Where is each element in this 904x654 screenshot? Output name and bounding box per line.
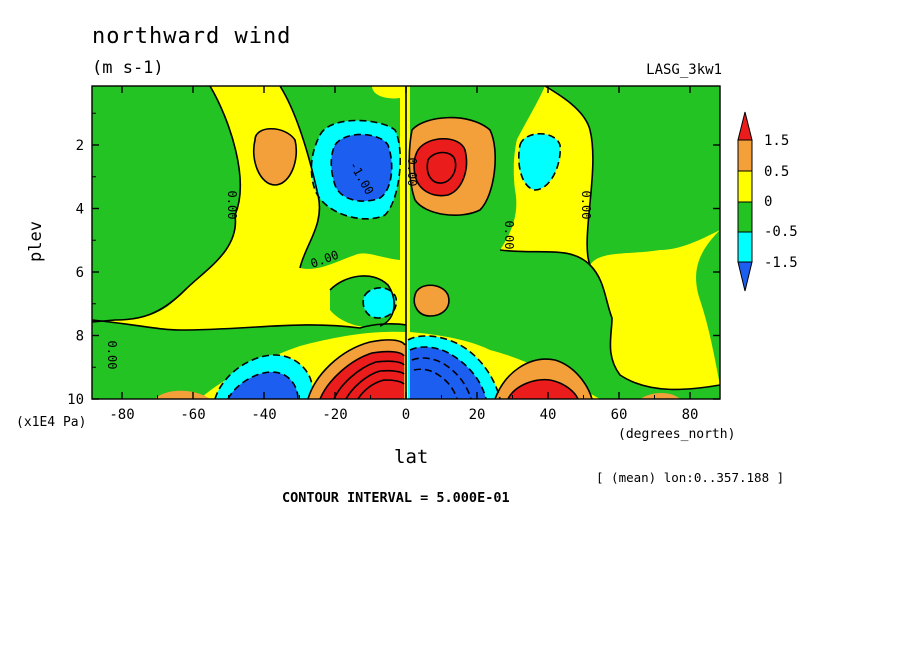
colorbar-label: -0.5 bbox=[764, 224, 798, 240]
y-axis: 2 4 6 8 10 bbox=[67, 112, 720, 408]
colorbar-label: -1.5 bbox=[764, 255, 798, 271]
contour-c-right-a bbox=[544, 86, 720, 391]
contour-c-lower-red2 bbox=[333, 360, 405, 399]
x-tick-label: -40 bbox=[251, 407, 276, 423]
contour-c-lower-bl-mr2 bbox=[411, 357, 472, 399]
colorbar-bin bbox=[737, 231, 753, 263]
contour-c-blue-ul bbox=[330, 133, 393, 202]
contour-c-lower-or-r bbox=[494, 358, 593, 399]
contour-label: 0.00 bbox=[502, 221, 516, 250]
colorbar-label: 1.5 bbox=[764, 133, 789, 149]
x-tick-label: 40 bbox=[540, 407, 557, 423]
contour-c-lower-red3 bbox=[345, 369, 405, 399]
fill-red-upper-right bbox=[414, 138, 467, 196]
contour-c-lower-cy-mr bbox=[407, 335, 501, 399]
colorbar: 1.5 0.5 0 -0.5 -1.5 bbox=[737, 111, 798, 292]
x-tick-label: -20 bbox=[322, 407, 347, 423]
contour-c-red-ur-in bbox=[426, 151, 457, 184]
x-axis: -80 -60 -40 -20 0 20 40 60 80 bbox=[109, 86, 698, 423]
chart-title: northward wind bbox=[92, 24, 292, 49]
contour-label: 0.00 bbox=[405, 158, 419, 187]
colorbar-bin bbox=[737, 201, 753, 233]
contour-c-lower-red1 bbox=[319, 350, 405, 399]
contour-c-lower-blue-l bbox=[227, 371, 299, 399]
colorbar-bin bbox=[737, 170, 753, 203]
vertical-units: (x1E4 Pa) bbox=[16, 415, 87, 430]
fill-cyan-mid-left bbox=[363, 287, 397, 318]
contour-label: 0.00 bbox=[579, 191, 593, 220]
contour-c-lower-cyan-l bbox=[214, 354, 313, 399]
y-tick-label: 4 bbox=[76, 202, 84, 218]
x-tick-label: 0 bbox=[402, 407, 410, 423]
y-tick-label: 6 bbox=[76, 265, 84, 281]
contour-label: 0.00 bbox=[225, 191, 239, 220]
y-tick-label: 2 bbox=[76, 138, 84, 154]
contour-c-lower-red-r bbox=[507, 378, 579, 399]
contour-c-cyan-ul bbox=[310, 119, 401, 220]
chart-units: (m s-1) bbox=[92, 58, 164, 78]
contour-c-left-lower bbox=[92, 319, 407, 331]
contour-interval: CONTOUR INTERVAL = 5.000E-01 bbox=[282, 490, 510, 506]
fill-blue-lower-left bbox=[228, 372, 298, 399]
contour-lines bbox=[92, 86, 720, 399]
y-tick-label: 10 bbox=[67, 392, 84, 408]
contour-c-lower-bl-mr1 bbox=[409, 346, 487, 399]
averaging-note: [ (mean) lon:0..357.188 ] bbox=[596, 470, 785, 485]
x-units: (degrees_north) bbox=[618, 427, 736, 442]
fill-orange-left-small bbox=[155, 390, 210, 399]
fill-orange-mid-right bbox=[414, 285, 449, 316]
contour-c-lower-or-ml bbox=[307, 339, 406, 399]
contour-c-cyan-ur bbox=[518, 132, 561, 191]
fill-blue-lower-mid-right bbox=[410, 347, 486, 399]
contour-c-right-b bbox=[499, 249, 591, 266]
fill-orange-upper-left bbox=[253, 128, 297, 185]
dataset-label: LASG_3kw1 bbox=[646, 62, 722, 78]
colorbar-label: 0.5 bbox=[764, 164, 789, 180]
colorbar-red bbox=[737, 111, 753, 141]
fill-green-left bbox=[92, 86, 241, 322]
fill-green-left-lower bbox=[92, 320, 406, 399]
contour-c-orange-ul bbox=[253, 127, 297, 186]
colorbar-label: 0 bbox=[764, 194, 772, 210]
colorbar-bin bbox=[737, 139, 753, 172]
fill-green-far-right bbox=[696, 230, 720, 385]
x-tick-label: 80 bbox=[682, 407, 699, 423]
contour-c-left-green bbox=[92, 86, 242, 323]
contour-c-lower-bl-mr3 bbox=[413, 368, 458, 399]
contour-c-center bbox=[329, 275, 395, 327]
y-tick-label: 8 bbox=[76, 329, 84, 345]
x-tick-label: 20 bbox=[469, 407, 486, 423]
x-axis-label: lat bbox=[394, 446, 429, 468]
contour-c-or-mid bbox=[413, 284, 450, 317]
contour-c-red-ur bbox=[413, 138, 468, 197]
contour-label: 0.00 bbox=[105, 341, 119, 370]
contour-c-lower-red4 bbox=[357, 379, 405, 399]
x-tick-label: -60 bbox=[180, 407, 205, 423]
fill-cyan-upper-right bbox=[518, 133, 561, 190]
x-tick-label: -80 bbox=[109, 407, 134, 423]
fill-orange-far-right bbox=[640, 392, 680, 399]
y-axis-label: plev bbox=[26, 221, 46, 262]
x-tick-label: 60 bbox=[611, 407, 628, 423]
contour-c-orange-ur bbox=[408, 116, 496, 216]
fill-blue-upper-left bbox=[331, 134, 392, 202]
colorbar-blue bbox=[737, 261, 753, 292]
